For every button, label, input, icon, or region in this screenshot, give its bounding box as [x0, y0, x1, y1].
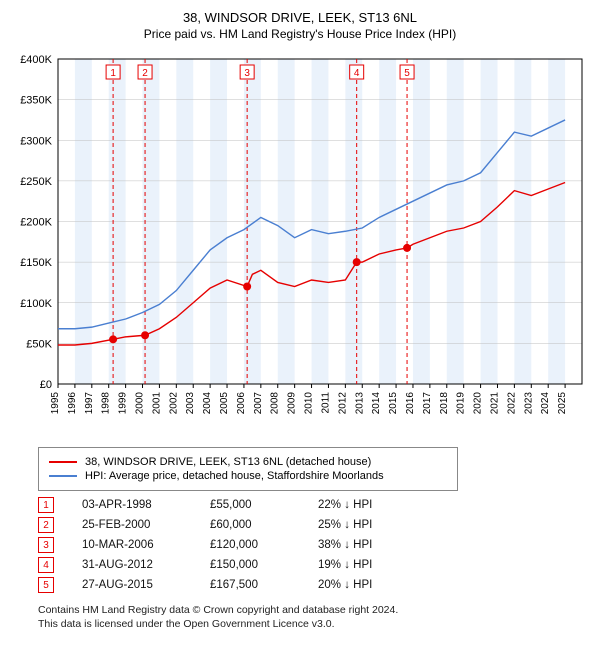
svg-text:2020: 2020	[473, 392, 484, 415]
transaction-price: £55,000	[210, 499, 290, 511]
transaction-marker: 2	[38, 517, 54, 533]
transaction-row: 2 25-FEB-2000 £60,000 25% ↓ HPI	[38, 517, 592, 533]
svg-text:2018: 2018	[439, 392, 450, 415]
transaction-row: 4 31-AUG-2012 £150,000 19% ↓ HPI	[38, 557, 592, 573]
attribution-footer: Contains HM Land Registry data © Crown c…	[38, 603, 592, 631]
transaction-price: £60,000	[210, 519, 290, 531]
svg-text:1996: 1996	[67, 392, 78, 415]
svg-text:1995: 1995	[50, 392, 61, 415]
legend-label: HPI: Average price, detached house, Staf…	[85, 470, 384, 482]
svg-text:2019: 2019	[456, 392, 467, 415]
svg-text:£0: £0	[40, 379, 52, 391]
svg-text:2023: 2023	[523, 392, 534, 415]
transaction-date: 25-FEB-2000	[82, 519, 182, 531]
svg-text:2005: 2005	[219, 392, 230, 415]
svg-text:1998: 1998	[101, 392, 112, 415]
legend-row: 38, WINDSOR DRIVE, LEEK, ST13 6NL (detac…	[49, 456, 447, 468]
transaction-delta: 25% ↓ HPI	[318, 519, 372, 531]
transaction-marker: 1	[38, 497, 54, 513]
svg-text:2003: 2003	[185, 392, 196, 415]
svg-text:2008: 2008	[270, 392, 281, 415]
svg-text:5: 5	[404, 68, 410, 79]
chart-subtitle: Price paid vs. HM Land Registry's House …	[8, 27, 592, 41]
transaction-date: 10-MAR-2006	[82, 539, 182, 551]
svg-text:3: 3	[244, 68, 250, 79]
svg-text:£200K: £200K	[20, 217, 52, 229]
svg-text:2000: 2000	[135, 392, 146, 415]
svg-text:2010: 2010	[304, 392, 315, 415]
transaction-delta: 38% ↓ HPI	[318, 539, 372, 551]
svg-text:2014: 2014	[371, 392, 382, 415]
svg-text:£350K: £350K	[20, 95, 52, 107]
chart-title: 38, WINDSOR DRIVE, LEEK, ST13 6NL	[8, 10, 592, 25]
svg-text:£400K: £400K	[20, 54, 52, 66]
legend-row: HPI: Average price, detached house, Staf…	[49, 470, 447, 482]
svg-text:2007: 2007	[253, 392, 264, 415]
footer-line-1: Contains HM Land Registry data © Crown c…	[38, 603, 592, 617]
svg-text:2009: 2009	[287, 392, 298, 415]
svg-text:2012: 2012	[337, 392, 348, 415]
transaction-marker: 4	[38, 557, 54, 573]
svg-text:£150K: £150K	[20, 257, 52, 269]
svg-text:4: 4	[354, 68, 360, 79]
svg-text:2001: 2001	[151, 392, 162, 415]
svg-text:2006: 2006	[236, 392, 247, 415]
svg-text:2025: 2025	[557, 392, 568, 415]
svg-text:2017: 2017	[422, 392, 433, 415]
transaction-marker: 3	[38, 537, 54, 553]
transaction-row: 1 03-APR-1998 £55,000 22% ↓ HPI	[38, 497, 592, 513]
svg-text:£100K: £100K	[20, 298, 52, 310]
svg-text:2015: 2015	[388, 392, 399, 415]
svg-text:2011: 2011	[320, 392, 331, 414]
svg-text:1997: 1997	[84, 392, 95, 415]
svg-text:£250K: £250K	[20, 176, 52, 188]
transaction-price: £120,000	[210, 539, 290, 551]
transaction-row: 3 10-MAR-2006 £120,000 38% ↓ HPI	[38, 537, 592, 553]
footer-line-2: This data is licensed under the Open Gov…	[38, 617, 592, 631]
transaction-price: £150,000	[210, 559, 290, 571]
svg-text:2: 2	[142, 68, 148, 79]
legend: 38, WINDSOR DRIVE, LEEK, ST13 6NL (detac…	[38, 447, 458, 491]
svg-text:1999: 1999	[118, 392, 129, 415]
transaction-delta: 20% ↓ HPI	[318, 579, 372, 591]
transaction-delta: 22% ↓ HPI	[318, 499, 372, 511]
price-chart: £0 £50K £100K £150K £200K £250K £300K £350K £400…	[8, 49, 592, 439]
svg-text:2022: 2022	[506, 392, 517, 415]
svg-text:2004: 2004	[202, 392, 213, 415]
svg-text:1: 1	[110, 68, 116, 79]
transaction-delta: 19% ↓ HPI	[318, 559, 372, 571]
svg-text:2002: 2002	[168, 392, 179, 415]
legend-swatch	[49, 461, 77, 463]
transaction-row: 5 27-AUG-2015 £167,500 20% ↓ HPI	[38, 577, 592, 593]
transaction-date: 03-APR-1998	[82, 499, 182, 511]
svg-text:2016: 2016	[405, 392, 416, 415]
svg-text:£50K: £50K	[26, 338, 52, 350]
transaction-date: 31-AUG-2012	[82, 559, 182, 571]
legend-label: 38, WINDSOR DRIVE, LEEK, ST13 6NL (detac…	[85, 456, 371, 468]
svg-text:2021: 2021	[489, 392, 500, 415]
transaction-marker: 5	[38, 577, 54, 593]
legend-swatch	[49, 475, 77, 477]
svg-text:2024: 2024	[540, 392, 551, 415]
chart-svg: £0 £50K £100K £150K £200K £250K £300K £350K £400…	[8, 49, 592, 439]
transactions-table: 1 03-APR-1998 £55,000 22% ↓ HPI 2 25-FEB-2000…	[38, 497, 592, 593]
svg-text:£300K: £300K	[20, 135, 52, 147]
transaction-price: £167,500	[210, 579, 290, 591]
transaction-date: 27-AUG-2015	[82, 579, 182, 591]
svg-text:2013: 2013	[354, 392, 365, 415]
